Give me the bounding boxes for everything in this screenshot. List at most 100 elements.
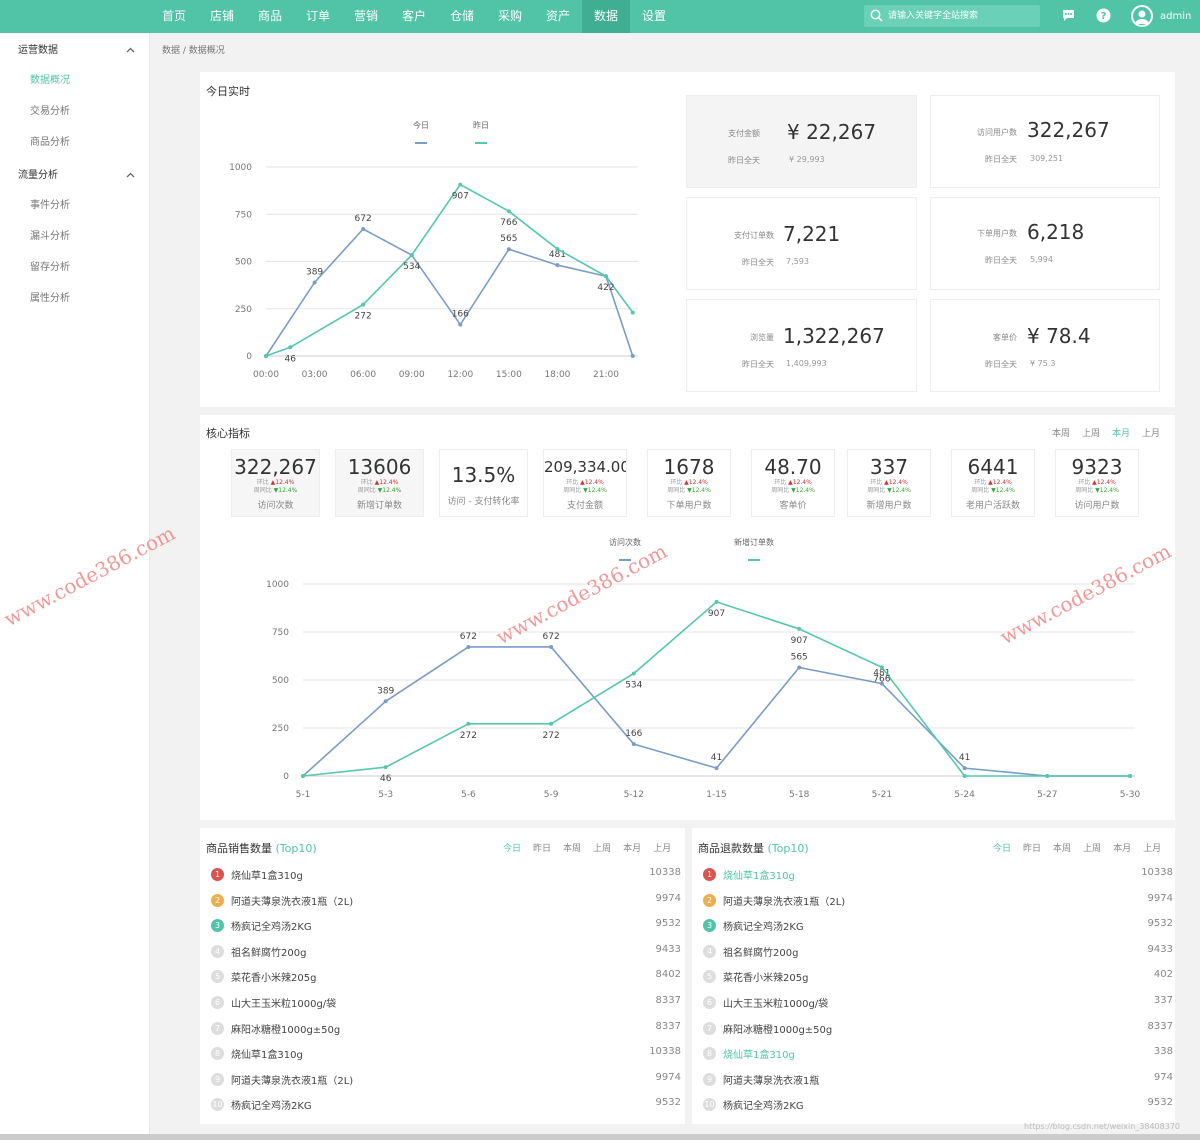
list-item[interactable]: 3 杨疯记全鸡汤2KG 9532 [703, 917, 1173, 937]
kpi-ordering-users[interactable]: 下单用户数 6,218 昨日全天 5,994 [930, 197, 1160, 290]
tab-yesterday[interactable]: 昨日 [533, 844, 552, 854]
list-item[interactable]: 4 祖名鲜腐竹200g 9433 [211, 943, 681, 963]
y-tick-label: 500 [272, 676, 289, 686]
tab-last-week[interactable]: 上周 [593, 844, 612, 854]
core-metric-new-orders[interactable]: 13606 环比 ▲12.4% 周同比 ▼12.4% 新增订单数 [335, 449, 424, 517]
kpi-label: 客单价 [993, 333, 1017, 342]
kpi-avg-order-value[interactable]: 客单价 ¥ 78.4 昨日全天 ¥ 75.3 [930, 299, 1160, 392]
sidebar-item-attribute-analysis[interactable]: 属性分析 [30, 293, 70, 304]
nav-item-purchase[interactable]: 采购 [497, 9, 522, 23]
user-icon [1135, 10, 1149, 24]
nav-item-store[interactable]: 店铺 [209, 9, 234, 23]
sidebar-group-traffic[interactable]: 流量分析 [0, 158, 149, 190]
list-item[interactable]: 6 山大王玉米粒1000g/袋 337 [703, 994, 1173, 1014]
kpi-label: 访问用户数 [977, 128, 1017, 137]
down-arrow-icon: ▼ [687, 487, 692, 494]
tab-last-month[interactable]: 上月 [653, 844, 672, 854]
product-count: 10338 [649, 867, 681, 878]
sidebar-item-trade-analysis[interactable]: 交易分析 [30, 106, 70, 117]
tab-yesterday[interactable]: 昨日 [1023, 844, 1042, 854]
tab-this-week[interactable]: 本周 [1053, 844, 1072, 854]
core-metric-new-users[interactable]: 337 环比 ▲12.4% 周同比 ▼12.4% 新增用户数 [847, 449, 931, 517]
tab-last-month[interactable]: 上月 [1142, 429, 1161, 439]
sidebar-group-operations[interactable]: 运营数据 [0, 33, 149, 65]
list-item[interactable]: 7 麻阳冰糖橙1000g±50g 8337 [703, 1020, 1173, 1040]
list-item[interactable]: 2 阿道夫薄泉洗衣液1瓶（2L) 9974 [211, 892, 681, 912]
kpi-page-views[interactable]: 浏览量 1,322,267 昨日全天 1,409,993 [686, 299, 917, 392]
tab-this-week[interactable]: 本周 [1052, 429, 1071, 439]
kpi-paid-orders[interactable]: 支付订单数 7,221 昨日全天 7,593 [686, 197, 917, 290]
list-item[interactable]: 9 阿道夫薄泉洗衣液1瓶 974 [703, 1071, 1173, 1091]
list-item[interactable]: 5 菜花香小米辣205g 402 [703, 968, 1173, 988]
tab-today[interactable]: 今日 [993, 844, 1012, 854]
ring-compare-pct: 12.4% [379, 479, 399, 486]
tab-this-month[interactable]: 本月 [623, 844, 642, 854]
kpi-pay-amount[interactable]: 支付金额 ¥ 22,267 昨日全天 ¥ 29,993 [686, 95, 917, 188]
list-item[interactable]: 9 阿道夫薄泉洗衣液1瓶（2L) 9974 [211, 1071, 681, 1091]
tab-this-week[interactable]: 本周 [563, 844, 582, 854]
sidebar-item-overview[interactable]: 数据概况 [30, 75, 70, 86]
list-item[interactable]: 8 烧仙草1盒310g 338 [703, 1045, 1173, 1065]
tab-today[interactable]: 今日 [503, 844, 522, 854]
refund-rank-card [692, 828, 1175, 1124]
list-item[interactable]: 4 祖名鲜腐竹200g 9433 [703, 943, 1173, 963]
rank-badge: 5 [211, 970, 224, 984]
ring-compare-pct: 12.4% [275, 479, 295, 486]
nav-item-assets[interactable]: 资产 [545, 9, 570, 23]
up-arrow-icon: ▲ [374, 479, 380, 486]
list-item[interactable]: 5 菜花香小米辣205g 8402 [211, 968, 681, 988]
data-label: 672 [543, 632, 560, 642]
search-input[interactable]: 请输入关键字全站搜索 [864, 5, 1040, 27]
list-item[interactable]: 8 烧仙草1盒310g 10338 [211, 1045, 681, 1065]
core-metric-avg-order-value[interactable]: 48.70 环比 ▲12.4% 周同比 ▼12.4% 客单价 [751, 449, 835, 517]
nav-item-data[interactable]: 数据 [582, 0, 630, 33]
core-metric-conversion-rate[interactable]: 13.5% 访问 - 支付转化率 [439, 449, 528, 517]
nav-item-warehouse[interactable]: 仓储 [449, 9, 474, 23]
core-metric-active-old-users[interactable]: 6441 环比 ▲12.4% 周同比 ▼12.4% 老用户活跃数 [951, 449, 1035, 517]
nav-item-customers[interactable]: 客户 [401, 9, 426, 23]
list-item[interactable]: 1 烧仙草1盒310g 10338 [703, 866, 1173, 886]
kpi-visitor-count[interactable]: 访问用户数 322,267 昨日全天 309,251 [930, 95, 1160, 188]
rank-badge: 7 [211, 1021, 224, 1035]
nav-item-home[interactable]: 首页 [161, 9, 186, 23]
core-metric-name: 访问次数 [257, 501, 294, 511]
sidebar-item-goods-analysis[interactable]: 商品分析 [30, 137, 70, 148]
tab-last-week[interactable]: 上周 [1083, 844, 1102, 854]
list-item[interactable]: 10 杨疯记全鸡汤2KG 9532 [703, 1096, 1173, 1116]
message-icon[interactable] [1061, 8, 1076, 23]
core-metric-name: 下单用户数 [666, 501, 712, 511]
core-metric-visit-count[interactable]: 322,267 环比 ▲12.4% 周同比 ▼12.4% 访问次数 [231, 449, 320, 517]
data-label: 534 [625, 680, 642, 690]
product-name: 阿道夫薄泉洗衣液1瓶（2L) [723, 896, 846, 908]
list-item[interactable]: 2 阿道夫薄泉洗衣液1瓶（2L) 9974 [703, 892, 1173, 912]
data-label: 481 [873, 669, 890, 679]
tab-last-week[interactable]: 上周 [1082, 429, 1101, 439]
kpi-yesterday-label: 昨日全天 [742, 360, 774, 369]
help-icon[interactable]: ? [1096, 8, 1111, 23]
tab-this-month[interactable]: 本月 [1112, 429, 1131, 439]
list-item[interactable]: 10 杨疯记全鸡汤2KG 9532 [211, 1096, 681, 1116]
sidebar-item-retention-analysis[interactable]: 留存分析 [30, 262, 70, 273]
tab-last-month[interactable]: 上月 [1143, 844, 1162, 854]
list-item[interactable]: 6 山大王玉米粒1000g/袋 8337 [211, 994, 681, 1014]
nav-item-settings[interactable]: 设置 [641, 9, 666, 23]
tab-this-month[interactable]: 本月 [1113, 844, 1132, 854]
list-item[interactable]: 7 麻阳冰糖橙1000g±50g 8337 [211, 1020, 681, 1040]
x-tick-label: 5-9 [544, 790, 559, 800]
core-metric-ordering-users[interactable]: 1678 环比 ▲12.4% 周同比 ▼12.4% 下单用户数 [647, 449, 731, 517]
y-tick-label: 750 [272, 628, 289, 638]
avatar[interactable] [1131, 5, 1153, 27]
list-item[interactable]: 1 烧仙草1盒310g 10338 [211, 866, 681, 886]
username[interactable]: admin [1160, 11, 1192, 22]
nav-item-orders[interactable]: 订单 [305, 9, 330, 23]
list-item[interactable]: 3 杨疯记全鸡汤2KG 9532 [211, 917, 681, 937]
week-compare-label: 周同比 [867, 487, 886, 494]
nav-item-goods[interactable]: 商品 [257, 9, 282, 23]
horizontal-scrollbar[interactable] [0, 1134, 1200, 1140]
nav-item-marketing[interactable]: 营销 [353, 9, 378, 23]
core-metric-pay-amount[interactable]: 209,334.00 环比 ▲12.4% 周同比 ▼12.4% 支付金额 [543, 449, 627, 517]
sidebar-item-funnel-analysis[interactable]: 漏斗分析 [30, 231, 70, 242]
rank-badge: 9 [211, 1072, 224, 1086]
sidebar-item-event-analysis[interactable]: 事件分析 [30, 200, 70, 211]
core-metric-visitor-count[interactable]: 9323 环比 ▲12.4% 周同比 ▼12.4% 访问用户数 [1055, 449, 1139, 517]
